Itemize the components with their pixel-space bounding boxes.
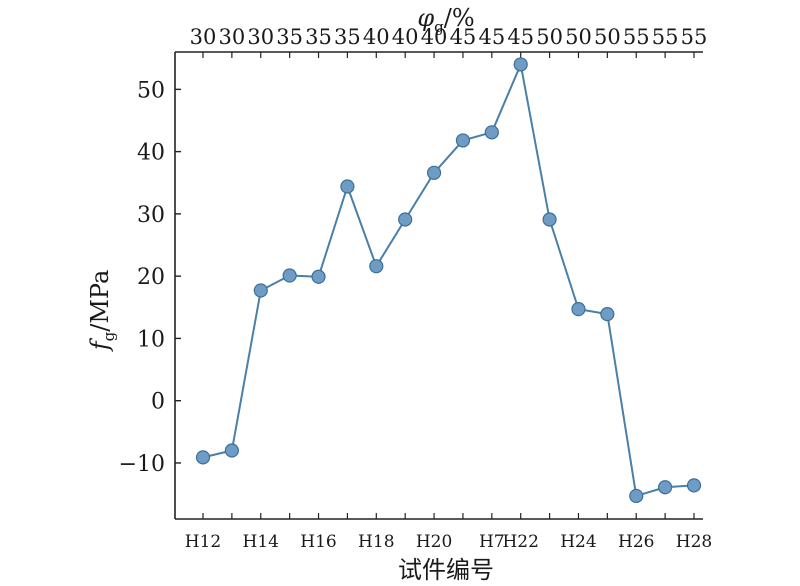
top-tick-label: 35 [334,25,361,49]
data-point [571,302,586,317]
y-axis-label-subscript: g [100,331,118,341]
data-point [340,179,355,194]
top-tick-label: 30 [219,25,246,49]
data-point [686,478,702,493]
x-tick-label: H22 [502,532,538,552]
data-point [282,268,297,283]
data-point [629,488,644,504]
top-tick-label: 55 [681,25,708,49]
y-tick-label: 50 [137,78,165,103]
data-point [484,125,499,140]
y-tick-label: 40 [137,141,165,166]
series-line [202,61,695,498]
data-point [369,259,384,274]
data-series [195,57,702,504]
top-tick-label: 40 [392,25,419,49]
y-axis-label-unit: /MPa [86,270,114,332]
top-tick-label: 50 [536,25,563,49]
data-point [513,57,528,72]
x-tick-label: H12 [185,532,221,552]
x-tick-label: H18 [358,532,394,552]
top-tick-label: 40 [363,25,390,49]
data-point [600,307,615,322]
data-point [455,133,471,148]
data-point [311,269,326,284]
top-tick-label: 45 [450,25,477,49]
data-point [224,443,239,458]
top-tick-label: 40 [421,25,448,49]
top-tick-label: 55 [652,25,679,49]
data-point [426,165,442,180]
y-axis-label: fg/MPa [86,270,118,353]
x-tick-label: H20 [416,532,452,552]
x-tick-label: H26 [618,532,654,552]
y-tick-label: −10 [119,452,165,477]
top-axis-ticks: 30 30 30 35 35 35 40 40 40 45 45 45 50 50 50 55 55 55 [190,25,708,58]
data-point [542,212,557,227]
x-tick-label: H16 [300,532,336,552]
top-tick-label: 55 [623,25,650,49]
data-point [658,480,673,495]
y-axis-ticks: −10 0 10 20 30 40 50 [119,78,181,477]
top-tick-label: 45 [478,25,505,49]
x-tick-label: H28 [676,532,712,552]
x-tick-label: H14 [243,532,279,552]
x-axis-label: 试件编号 [398,556,494,584]
top-tick-label: 35 [305,25,332,49]
data-point [195,450,211,465]
top-tick-label: 30 [247,25,274,49]
x-tick-label: H24 [560,532,596,552]
top-tick-label: 50 [565,25,592,49]
y-tick-label: 0 [151,390,165,415]
y-tick-label: 20 [137,265,165,290]
top-tick-label: 35 [276,25,303,49]
y-tick-label: 30 [137,203,165,228]
y-tick-label: 10 [137,327,165,352]
x-tick-label: H7 [479,532,505,552]
top-tick-label: 50 [594,25,621,49]
top-axis-label-unit: /% [444,4,475,32]
data-point [398,212,413,227]
top-tick-label: 45 [507,25,534,49]
top-tick-label: 30 [190,25,217,49]
top-axis-label-symbol: φ [417,4,434,32]
top-axis-label-subscript: g [434,18,444,36]
axes-frame [174,51,703,520]
data-point [253,283,268,298]
top-axis-label: φg/% [417,4,474,36]
